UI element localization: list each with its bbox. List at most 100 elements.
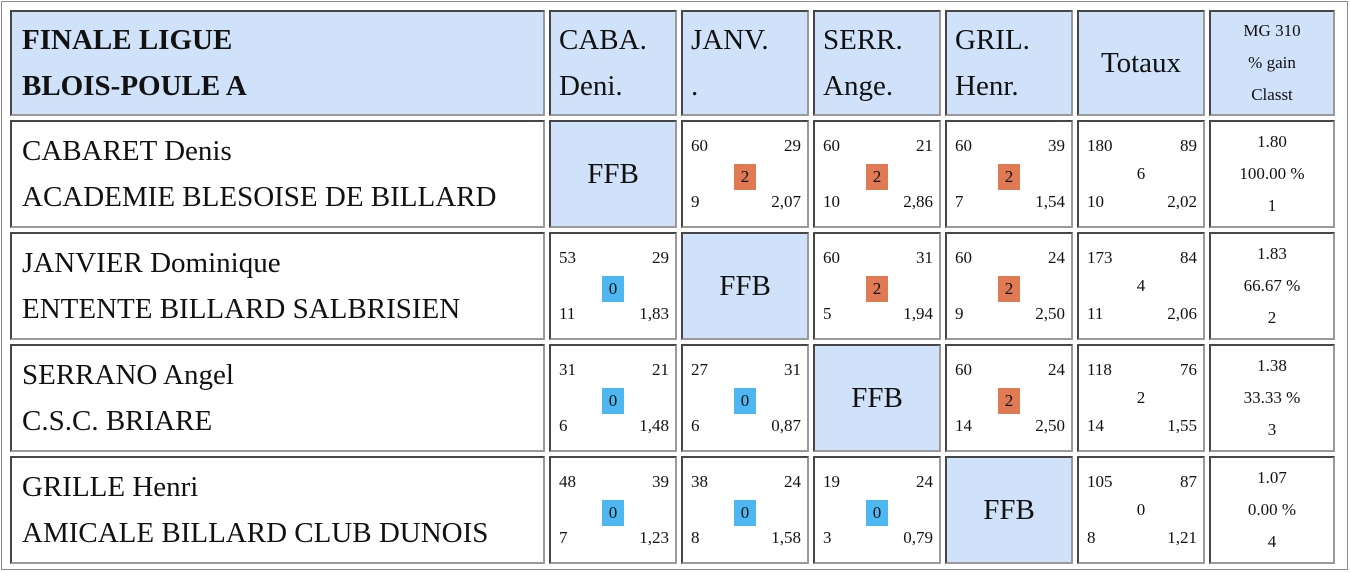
match-reprises: 6 [691,416,700,435]
player-name: CABARET Denis [22,135,232,167]
totals-cell: 180 89 6 10 2,02 [1077,120,1205,228]
self-match-cell: FFB [681,232,809,340]
column-header-totals: Totaux [1077,10,1205,116]
column-header-line-1: GRIL. [955,24,1030,56]
column-header-caba: CABA. Deni. [549,10,677,116]
match-average: 1,58 [771,528,801,547]
self-match-cell: FFB [945,456,1073,564]
column-header-line-1: SERR. [823,24,903,56]
column-header-gril: GRIL. Henr. [945,10,1073,116]
match-cell: 38 24 0 8 1,58 [681,456,809,564]
player-row: GRILLE Henri AMICALE BILLARD CLUB DUNOIS 4… [10,456,1335,564]
win-percentage: 100.00 % [1239,164,1305,183]
player-name: GRILLE Henri [22,471,199,503]
total-opponent-points: 84 [1180,248,1197,267]
match-reprises: 10 [823,192,840,211]
ranking: 4 [1267,532,1277,551]
total-reprises: 11 [1087,304,1104,323]
mg-header-line-3: Classt [1251,85,1293,104]
match-average: 0,87 [771,416,801,435]
total-opponent-points: 87 [1180,472,1197,491]
match-points: 48 [559,472,576,491]
mg-header-line-1: MG 310 [1243,21,1301,40]
match-score-badge: 0 [734,500,756,526]
match-points: 60 [691,136,708,155]
match-cell: 60 24 2 14 2,50 [945,344,1073,452]
totals-cell: 173 84 4 11 2,06 [1077,232,1205,340]
column-header-line-2: Henr. [955,70,1019,102]
player-cell: CABARET Denis ACADEMIE BLESOISE DE BILLAR… [10,120,545,228]
match-average: 0,79 [903,528,933,547]
match-cell: 60 29 2 9 2,07 [681,120,809,228]
total-points: 105 [1087,472,1113,491]
match-points: 19 [823,472,840,491]
player-cell: GRILLE Henri AMICALE BILLARD CLUB DUNOIS [10,456,545,564]
total-average: 1,55 [1167,416,1197,435]
match-opponent-points: 31 [916,248,933,267]
match-cell: 60 24 2 9 2,50 [945,232,1073,340]
total-score: 2 [1136,388,1146,407]
match-cell: 53 29 0 11 1,83 [549,232,677,340]
match-reprises: 14 [955,416,972,435]
total-reprises: 10 [1087,192,1104,211]
column-header-janv: JANV. . [681,10,809,116]
match-score-badge: 2 [734,164,756,190]
total-reprises: 14 [1087,416,1104,435]
mg-cell: 1.83 66.67 % 2 [1209,232,1335,340]
player-club: ENTENTE BILLARD SALBRISIEN [22,293,461,325]
match-points: 53 [559,248,576,267]
match-cell: 31 21 0 6 1,48 [549,344,677,452]
match-average: 1,54 [1035,192,1065,211]
match-opponent-points: 24 [916,472,933,491]
mg-cell: 1.80 100.00 % 1 [1209,120,1335,228]
column-header-line-2: Deni. [559,70,623,102]
match-opponent-points: 39 [652,472,669,491]
header-row: FINALE LIGUE BLOIS-POULE A CABA. Deni. J… [10,10,1335,116]
win-percentage: 33.33 % [1243,388,1301,407]
ranking: 2 [1267,308,1277,327]
match-average: 2,50 [1035,304,1065,323]
player-cell: SERRANO Angel C.S.C. BRIARE [10,344,545,452]
match-reprises: 5 [823,304,832,323]
total-points: 173 [1087,248,1113,267]
general-average: 1.07 [1257,468,1287,487]
match-reprises: 7 [559,528,568,547]
total-points: 180 [1087,136,1113,155]
match-cell: 60 39 2 7 1,54 [945,120,1073,228]
column-header-line-1: JANV. [691,24,769,56]
player-club: ACADEMIE BLESOISE DE BILLARD [22,181,497,213]
column-header-line-2: . [691,70,699,102]
player-club: C.S.C. BRIARE [22,405,213,437]
match-score-badge: 0 [734,388,756,414]
general-average: 1.38 [1257,356,1287,375]
column-header-mg: MG 310 % gain Classt [1209,10,1335,116]
match-average: 1,48 [639,416,669,435]
match-points: 60 [823,136,840,155]
self-match-cell: FFB [813,344,941,452]
total-average: 1,21 [1167,528,1197,547]
general-average: 1.80 [1257,132,1287,151]
match-score-badge: 0 [602,276,624,302]
match-reprises: 3 [823,528,832,547]
match-average: 1,94 [903,304,933,323]
player-name: SERRANO Angel [22,359,234,391]
match-reprises: 11 [559,304,576,323]
column-header-line-2: Ange. [823,70,894,102]
totals-cell: 105 87 0 8 1,21 [1077,456,1205,564]
total-opponent-points: 89 [1180,136,1197,155]
total-score: 4 [1136,276,1146,295]
win-percentage: 0.00 % [1247,500,1297,519]
match-cell: 60 21 2 10 2,86 [813,120,941,228]
self-match-cell: FFB [549,120,677,228]
match-opponent-points: 39 [1048,136,1065,155]
match-score-badge: 2 [866,276,888,302]
match-reprises: 7 [955,192,964,211]
match-opponent-points: 31 [784,360,801,379]
match-opponent-points: 24 [1048,248,1065,267]
match-score-badge: 0 [602,500,624,526]
player-row: CABARET Denis ACADEMIE BLESOISE DE BILLAR… [10,120,1335,228]
player-row: JANVIER Dominique ENTENTE BILLARD SALBRIS… [10,232,1335,340]
match-cell: 27 31 0 6 0,87 [681,344,809,452]
match-opponent-points: 29 [652,248,669,267]
